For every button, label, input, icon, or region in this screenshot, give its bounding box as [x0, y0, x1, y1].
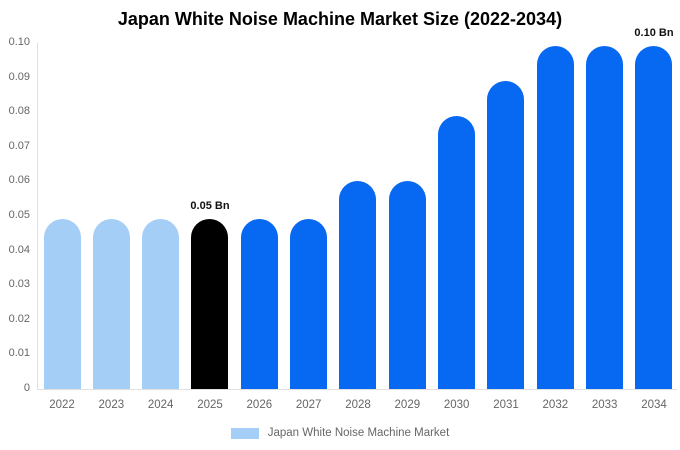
bar: [536, 46, 574, 389]
x-axis-line: [37, 389, 677, 390]
bar: [438, 115, 476, 389]
y-tick-label: 0.04: [8, 243, 30, 256]
bar: [586, 46, 624, 389]
x-tick-label: 2022: [49, 399, 75, 411]
bar: [240, 219, 278, 389]
legend-swatch: [230, 427, 259, 439]
bar: [388, 181, 426, 389]
y-tick-label: 0: [23, 382, 30, 394]
y-tick-label: 0.07: [8, 139, 30, 152]
bar: [92, 219, 130, 389]
x-tick-label: 2034: [641, 399, 667, 411]
bar: [339, 181, 377, 389]
y-tick-label: 0.08: [8, 105, 30, 118]
x-tick-label: 2033: [591, 399, 618, 411]
x-tick-label: 2026: [246, 399, 273, 411]
legend-label: Japan White Noise Machine Market: [267, 427, 450, 439]
x-tick-label: 2024: [147, 399, 174, 411]
y-tick-label: 0.10: [8, 36, 30, 48]
x-tick-label: 2025: [197, 399, 223, 411]
x-tick-label: 2028: [345, 399, 371, 411]
bar-annotation: 0.10 Bn: [634, 27, 674, 40]
bar: [43, 219, 81, 389]
x-tick-label: 2027: [295, 399, 322, 411]
bar: [290, 219, 328, 389]
bar: [635, 46, 673, 389]
bar: [487, 81, 525, 389]
y-tick-label: 0.02: [8, 312, 30, 325]
x-tick-label: 2023: [98, 399, 125, 411]
chart-title: Japan White Noise Machine Market Size (2…: [117, 9, 563, 29]
y-tick-label: 0.06: [8, 174, 30, 187]
x-tick-label: 2030: [443, 399, 470, 411]
y-tick-label: 0.05: [8, 209, 30, 221]
y-tick-label: 0.01: [8, 347, 30, 360]
bar: [191, 219, 229, 389]
y-tick-label: 0.09: [8, 70, 30, 83]
x-tick-label: 2029: [394, 399, 421, 411]
x-tick-label: 2032: [542, 399, 569, 411]
y-tick-label: 0.03: [8, 278, 30, 291]
legend: Japan White Noise Machine Market: [0, 427, 680, 439]
x-tick-label: 2031: [493, 399, 519, 411]
bar: [142, 219, 180, 389]
y-axis-line: [37, 43, 38, 389]
bar-annotation: 0.05 Bn: [190, 200, 230, 213]
